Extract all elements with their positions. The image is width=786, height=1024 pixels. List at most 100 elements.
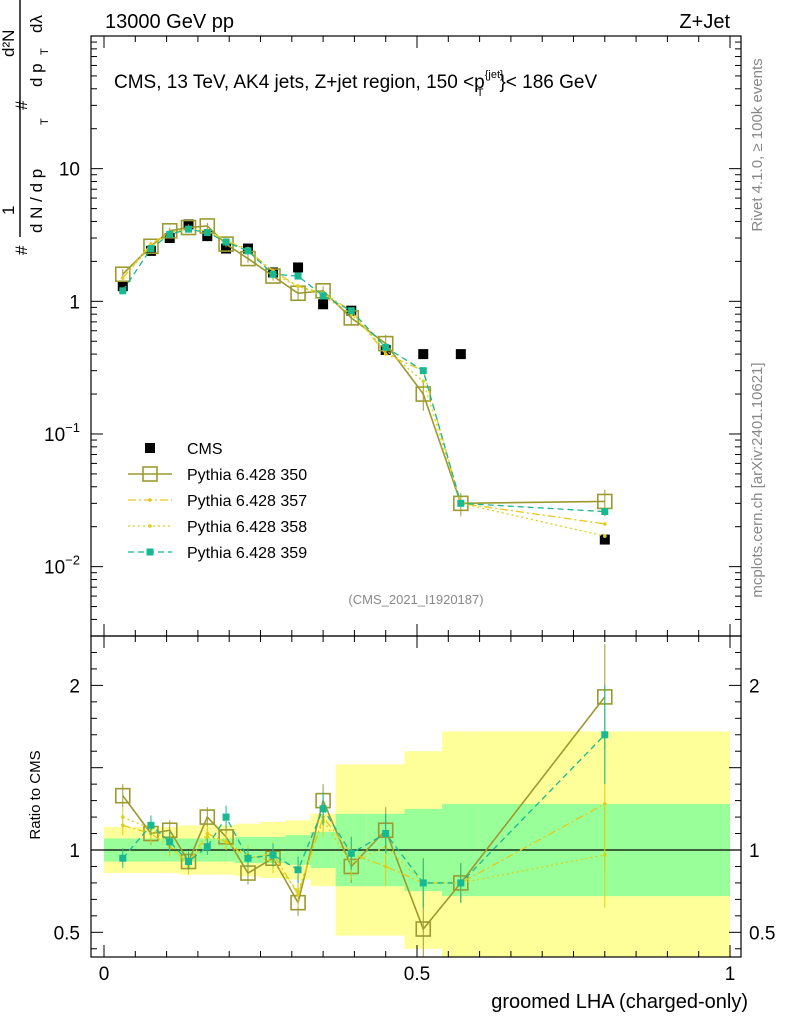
p359-ratio-point — [601, 731, 609, 739]
ylabel-one: 1 — [0, 206, 18, 215]
p350-ratio-point — [415, 921, 432, 937]
p358-ratio-point — [296, 889, 300, 893]
p359-main-point — [382, 343, 390, 351]
cms-point — [293, 262, 304, 273]
chart-title-main: CMS, 13 TeV, AK4 jets, Z+jet region, 150… — [114, 72, 485, 93]
y-tick-label: 1 — [69, 292, 80, 313]
p359-main-point — [166, 230, 174, 238]
p359-ratio-point — [419, 879, 427, 887]
p358-main-point — [421, 379, 426, 383]
p358-main-point — [120, 276, 125, 280]
p350-ratio-point — [199, 809, 216, 825]
p359-ratio-point — [244, 854, 252, 862]
cms-point — [455, 349, 466, 360]
p359-ratio-line — [122, 734, 606, 884]
p359-ratio-point — [119, 854, 127, 862]
ratio-y-tick-label: 2 — [69, 676, 80, 697]
legend-label-p359: Pythia 6.428 359 — [187, 545, 307, 562]
ylabel-hash1: # — [12, 245, 31, 255]
p358-ratio-point — [205, 835, 210, 839]
ylabel-dpT: d p — [27, 63, 46, 87]
p359-main-point — [147, 245, 155, 253]
legend-label-p358: Pythia 6.428 358 — [187, 519, 307, 536]
p359-main-point — [601, 508, 609, 516]
p359-main-point — [185, 225, 193, 233]
p359-ratio-point — [294, 866, 302, 874]
p357-main-point — [383, 352, 388, 356]
ratio-y-tick-label: 1 — [69, 841, 80, 862]
p359-main-point — [222, 238, 230, 246]
axes: 0 0.5 1 10 1 10−1 10−2 0.5 0.5 1 1 2 2 — [44, 35, 775, 985]
legend-label-p350: Pythia 6.428 350 — [187, 467, 307, 484]
legend-label-cms: CMS — [187, 441, 223, 458]
p359-main-point — [319, 292, 327, 300]
p359-ratio-point — [457, 879, 465, 887]
ylabel-dl: dλ — [27, 15, 46, 33]
cms-point — [599, 534, 610, 545]
p358-ratio-point — [224, 839, 228, 844]
p358-main-point — [296, 284, 300, 289]
y-tick-label: 10−2 — [44, 553, 80, 579]
p359-main-point — [419, 367, 427, 375]
p358-main-point — [603, 534, 607, 538]
p358-ratio-point — [120, 815, 125, 819]
legend-marker-cms — [145, 443, 155, 453]
p359-ratio-point — [147, 821, 155, 829]
legend-marker-p350 — [142, 466, 158, 482]
cms-point — [117, 281, 128, 292]
p350-main-line — [122, 225, 605, 505]
p358-ratio-point — [603, 853, 607, 857]
ylabel-hash2: # — [12, 100, 31, 110]
header-left: 13000 GeV pp — [105, 11, 234, 33]
xaxis-label: groomed LHA (charged-only) — [491, 991, 748, 1013]
chart-title-sup: {jet} — [485, 69, 504, 81]
ylabel-dN: d N / d p — [27, 169, 46, 233]
ylabel-T2: T — [39, 48, 51, 55]
chart-title-end: }< 186 GeV — [499, 72, 597, 93]
p359-main-point — [119, 287, 127, 295]
p359-ratio-point — [382, 830, 390, 838]
ratio-frame — [90, 635, 742, 958]
p359-ratio-point — [269, 851, 277, 859]
chart-title: CMS, 13 TeV, AK4 jets, Z+jet region, 150… — [114, 69, 597, 99]
ratio-ylabel: Ratio to CMS — [27, 750, 44, 839]
cms-point — [318, 299, 329, 310]
legend: CMS Pythia 6.428 350 Pythia 6.428 357 Pythi… — [128, 441, 307, 562]
ratio-plot — [114, 644, 613, 957]
p357-ratio-line — [122, 803, 606, 896]
ylabel-d2N: d²N — [0, 30, 18, 57]
p359-ratio-point — [203, 843, 211, 851]
legend-marker-p359 — [146, 548, 154, 556]
p359-main-point — [294, 272, 302, 280]
p359-ratio-point — [319, 805, 327, 813]
p350-main-point — [143, 238, 159, 255]
p359-main-point — [203, 229, 211, 237]
p359-ratio-point — [185, 858, 193, 866]
p359-main-point — [269, 270, 277, 278]
p359-ratio-point — [166, 838, 174, 846]
main-ylabel: # 1 d N / d p T # d²N d p T dλ — [0, 0, 51, 255]
side-text-bottom: mcplots.cern.ch [arXiv:2401.10621] — [749, 362, 766, 597]
cms-point — [221, 243, 232, 254]
p359-ratio-point — [222, 813, 230, 821]
p359-main-point — [457, 499, 465, 507]
p357-main-point — [603, 522, 607, 526]
x-tick-label: 0 — [99, 964, 110, 985]
ratio-y-tick-label-right: 1 — [749, 841, 760, 862]
x-tick-label: 0.5 — [404, 964, 430, 985]
p359-main-point — [244, 247, 252, 255]
side-text-top: Rivet 4.1.0, ≥ 100k events — [749, 58, 766, 231]
cms-point — [202, 231, 213, 242]
p350-main-point — [161, 223, 178, 239]
chart-watermark: (CMS_2021_I1920187) — [348, 592, 483, 607]
legend-label-p357: Pythia 6.428 357 — [187, 493, 307, 510]
p350-main-point — [180, 219, 197, 236]
p358-main-line — [122, 228, 605, 537]
p359-ratio-point — [347, 849, 355, 857]
ylabel-T: T — [39, 118, 51, 125]
cms-point — [418, 349, 429, 360]
chart-title-sub: T — [477, 87, 484, 99]
p359-main-point — [347, 307, 355, 315]
p350-main-point — [114, 266, 131, 283]
